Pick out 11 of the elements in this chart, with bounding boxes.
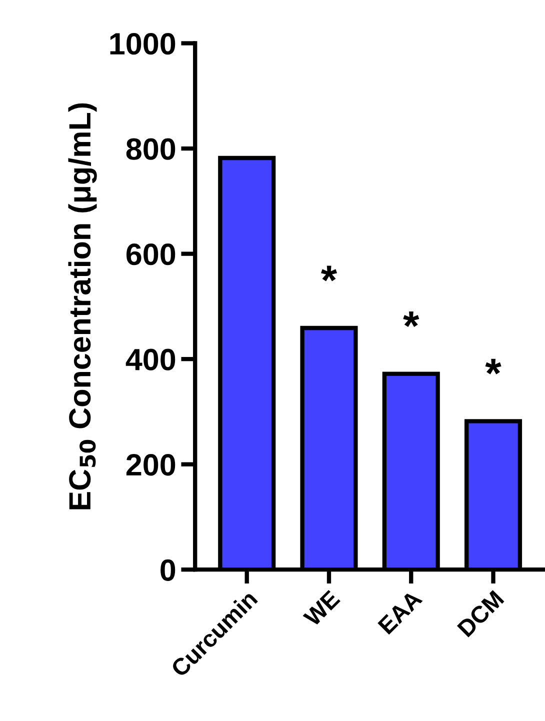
- annotation: *: [403, 311, 420, 327]
- annotation: *: [485, 358, 502, 374]
- y-tick-label: 1000: [110, 32, 176, 55]
- y-tick-label: 400: [126, 348, 176, 370]
- annotation: *: [321, 266, 338, 282]
- y-tick-label: 200: [126, 454, 176, 476]
- y-tick-label: 0: [160, 559, 176, 581]
- x-tick-label: WE: [302, 590, 340, 628]
- y-tick-label: 600: [126, 244, 176, 266]
- y-tick-label: 800: [126, 138, 176, 160]
- y-axis-title: EC$_{50}$ Concentration (μg/mL): [68, 103, 97, 510]
